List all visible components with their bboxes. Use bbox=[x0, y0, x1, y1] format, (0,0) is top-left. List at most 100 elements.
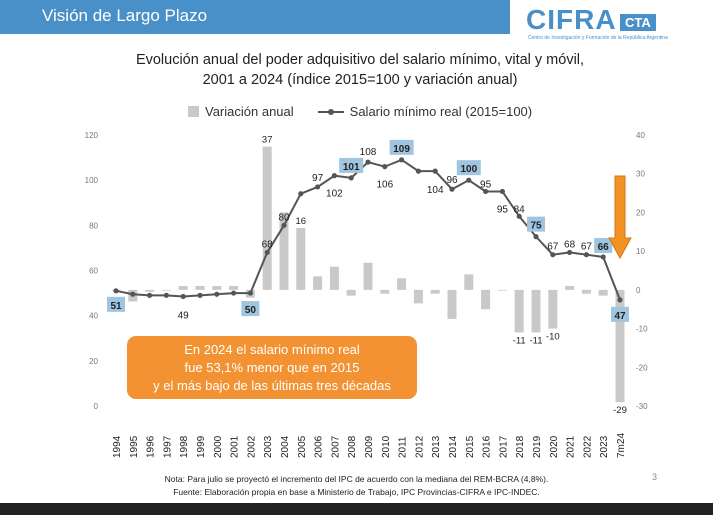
line-data-label: 109 bbox=[393, 144, 410, 155]
salary-point bbox=[533, 234, 539, 240]
right-axis-tick: -30 bbox=[636, 402, 648, 411]
variation-bar bbox=[195, 285, 205, 290]
right-axis-tick: -10 bbox=[636, 325, 648, 334]
callout-line-1: En 2024 el salario mínimo real bbox=[184, 341, 360, 357]
variation-bar bbox=[229, 285, 239, 290]
down-arrow-icon bbox=[608, 175, 632, 260]
x-axis-tick: 1996 bbox=[146, 435, 157, 458]
variation-bar bbox=[363, 262, 373, 290]
x-axis-tick: 2023 bbox=[599, 435, 610, 458]
bar-data-label: -29 bbox=[613, 405, 627, 416]
right-axis-tick: 10 bbox=[636, 247, 645, 256]
logo-subtitle: Centro de Investigación y Formación de l… bbox=[528, 35, 668, 41]
x-axis-tick: 2011 bbox=[398, 436, 409, 458]
variation-bar bbox=[161, 289, 171, 291]
callout-line-2: fue 53,1% menor que en 2015 bbox=[184, 359, 360, 375]
chart-title-line-2: 2001 a 2024 (índice 2015=100 y variación… bbox=[202, 72, 518, 88]
highlight-label-box bbox=[456, 160, 481, 176]
variation-bar bbox=[380, 289, 390, 294]
line-data-label: 106 bbox=[376, 180, 393, 191]
bar-data-label: 37 bbox=[262, 135, 273, 146]
salary-point bbox=[281, 222, 287, 228]
line-data-label: 97 bbox=[312, 173, 324, 184]
salary-point bbox=[449, 186, 455, 192]
left-axis-tick: 120 bbox=[85, 131, 99, 140]
x-axis-tick: 2003 bbox=[263, 435, 274, 458]
variation-bar bbox=[548, 289, 558, 329]
right-axis-tick: 40 bbox=[636, 131, 645, 140]
x-axis-tick: 2008 bbox=[347, 435, 358, 458]
salary-point bbox=[516, 213, 522, 219]
x-axis-tick: 2004 bbox=[280, 435, 291, 458]
variation-bar bbox=[413, 289, 423, 304]
salary-point bbox=[399, 157, 405, 163]
salary-point bbox=[365, 159, 371, 165]
variation-bar bbox=[615, 289, 625, 403]
variation-bar bbox=[447, 289, 457, 319]
x-axis-tick: 2014 bbox=[448, 435, 459, 458]
legend-bar-label: Variación anual bbox=[205, 104, 294, 119]
variation-bar bbox=[581, 289, 591, 294]
left-axis-tick: 40 bbox=[89, 312, 98, 321]
salary-point bbox=[264, 249, 270, 256]
logo-suffix-text: CTA bbox=[620, 14, 656, 31]
x-axis-tick: 2001 bbox=[230, 435, 241, 458]
variation-bar bbox=[397, 278, 407, 290]
right-axis-tick: 20 bbox=[636, 208, 645, 217]
variation-bar bbox=[262, 146, 272, 290]
variation-bar bbox=[464, 274, 474, 290]
chart-title-line-1: Evolución anual del poder adquisitivo de… bbox=[135, 52, 585, 68]
salary-point bbox=[231, 290, 237, 296]
page-number: 3 bbox=[652, 472, 658, 482]
callout-line-3: y el más bajo de las últimas tres década… bbox=[153, 377, 391, 393]
left-axis-tick: 0 bbox=[94, 402, 99, 411]
salary-point bbox=[163, 292, 169, 298]
left-axis-tick: 20 bbox=[89, 357, 98, 366]
x-axis-tick: 7m24 bbox=[616, 433, 627, 458]
line-data-label: 50 bbox=[245, 305, 257, 316]
x-axis-tick: 2013 bbox=[431, 435, 442, 458]
line-data-label: 66 bbox=[598, 242, 610, 253]
line-data-label: 104 bbox=[427, 185, 444, 196]
source-note: Fuente: Elaboración propia en base a Min… bbox=[173, 487, 540, 497]
line-data-label: 49 bbox=[178, 310, 190, 321]
variation-bar bbox=[565, 285, 575, 290]
salary-point bbox=[298, 191, 304, 197]
highlight-label-box bbox=[594, 237, 613, 253]
header-title: Visión de Largo Plazo bbox=[42, 6, 208, 25]
salary-point bbox=[348, 175, 354, 181]
right-axis-tick: 30 bbox=[636, 170, 645, 179]
salary-point bbox=[197, 292, 203, 298]
salary-point bbox=[583, 252, 590, 258]
cifra-logo: CIFRA CTA Centro de Investigación y Form… bbox=[510, 4, 700, 46]
line-data-label: 95 bbox=[497, 204, 509, 215]
line-data-label: 47 bbox=[614, 311, 626, 322]
x-axis-tick: 2020 bbox=[549, 435, 560, 458]
variation-bar bbox=[313, 276, 323, 290]
highlight-label-box bbox=[527, 216, 545, 232]
line-data-label: 80 bbox=[278, 212, 290, 223]
callout-box: En 2024 el salario mínimo real fue 53,1%… bbox=[127, 336, 417, 399]
salary-point bbox=[432, 168, 438, 174]
salary-point bbox=[331, 173, 337, 179]
variation-bar bbox=[279, 212, 289, 290]
x-axis-tick: 2017 bbox=[498, 435, 509, 458]
variation-bar bbox=[296, 227, 306, 290]
legend-line-swatch bbox=[317, 108, 344, 115]
salary-point bbox=[499, 188, 505, 195]
variation-bar bbox=[212, 285, 222, 290]
salary-point bbox=[214, 291, 220, 297]
variation-bar bbox=[430, 289, 440, 294]
legend-line-label: Salario mínimo real (2015=100) bbox=[349, 104, 533, 119]
variation-bar bbox=[178, 285, 188, 290]
left-axis-tick: 60 bbox=[89, 267, 98, 276]
bottom-bar bbox=[0, 503, 713, 515]
line-data-label: 96 bbox=[446, 175, 458, 186]
salary-point bbox=[382, 164, 388, 170]
line-data-label: 51 bbox=[110, 301, 122, 312]
highlight-label-box bbox=[611, 306, 629, 322]
x-axis-tick: 2012 bbox=[414, 435, 425, 458]
bar-data-label: -10 bbox=[546, 332, 560, 343]
highlight-label-box bbox=[241, 301, 260, 317]
